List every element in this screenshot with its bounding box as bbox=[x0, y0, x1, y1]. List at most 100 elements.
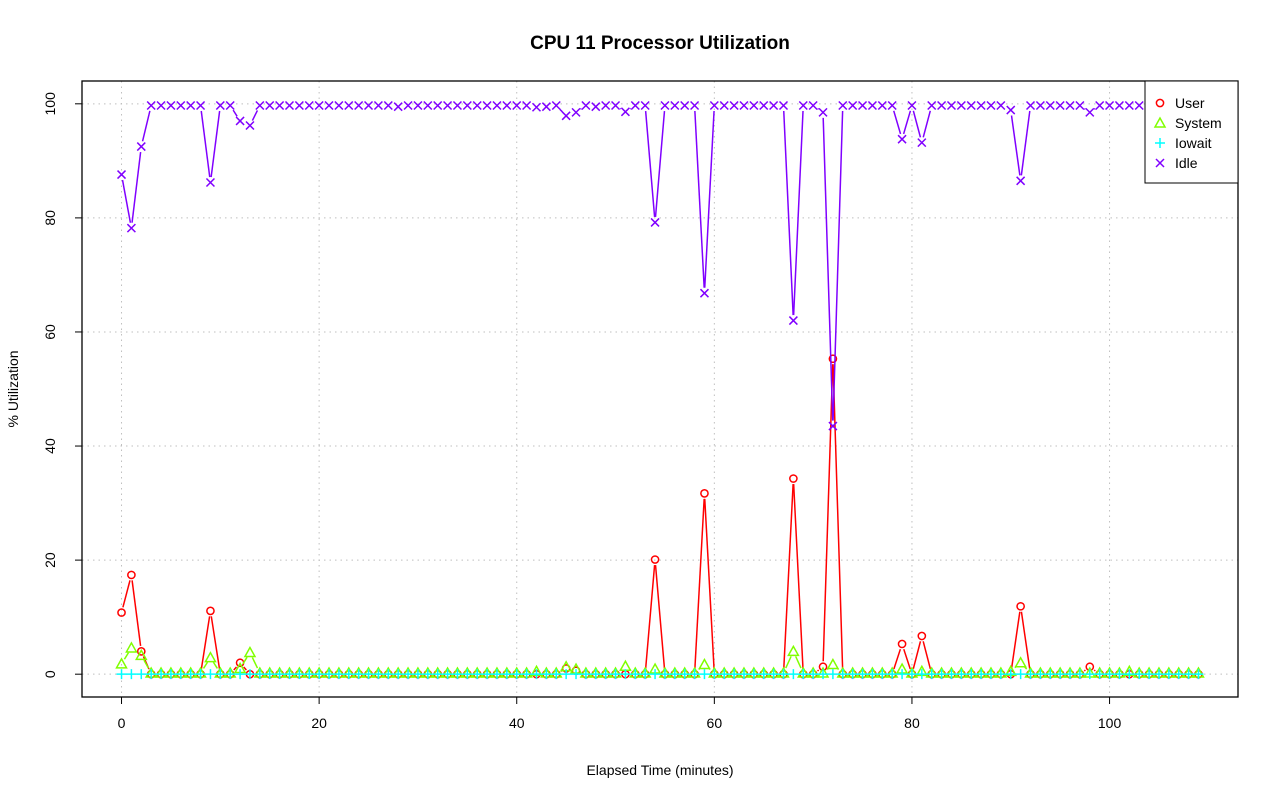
series-segment bbox=[785, 656, 792, 669]
series-layer bbox=[115, 100, 1205, 680]
data-point bbox=[897, 134, 907, 144]
data-point bbox=[630, 669, 641, 680]
data-point bbox=[472, 100, 482, 111]
series-segment bbox=[903, 648, 911, 670]
data-point bbox=[976, 100, 986, 111]
data-point bbox=[590, 669, 601, 680]
data-point bbox=[689, 669, 700, 680]
data-point bbox=[798, 669, 809, 680]
data-point bbox=[690, 100, 700, 111]
data-point bbox=[561, 669, 572, 680]
series-segment bbox=[200, 616, 211, 669]
data-point bbox=[186, 100, 196, 111]
grid-lines bbox=[82, 81, 1238, 697]
data-point bbox=[985, 669, 996, 680]
data-point bbox=[1124, 100, 1134, 111]
data-point bbox=[324, 100, 334, 111]
series-segment bbox=[792, 484, 804, 669]
data-point bbox=[838, 100, 848, 111]
data-point bbox=[512, 100, 522, 111]
data-point bbox=[1016, 176, 1026, 186]
data-point bbox=[215, 100, 225, 111]
data-point bbox=[245, 120, 255, 131]
y-tick-label: 0 bbox=[42, 670, 58, 678]
series-segment bbox=[202, 661, 209, 669]
data-point bbox=[363, 100, 374, 111]
data-point bbox=[650, 217, 660, 227]
data-point bbox=[1155, 158, 1165, 168]
data-point bbox=[531, 102, 542, 112]
x-tick-label: 40 bbox=[509, 715, 525, 731]
series-segment bbox=[902, 110, 912, 135]
data-point bbox=[1035, 669, 1046, 680]
series-segment bbox=[922, 110, 932, 138]
data-point bbox=[917, 631, 927, 641]
data-point bbox=[116, 170, 127, 180]
series-segment bbox=[1093, 108, 1096, 110]
data-point bbox=[837, 669, 848, 680]
data-point bbox=[729, 100, 739, 111]
data-point bbox=[1173, 669, 1184, 680]
series-segment bbox=[251, 657, 259, 669]
plot-frame bbox=[81, 80, 1239, 698]
data-point bbox=[719, 669, 730, 680]
series-segment bbox=[210, 616, 221, 669]
data-point bbox=[887, 669, 898, 680]
data-point bbox=[561, 111, 571, 121]
data-point bbox=[156, 669, 167, 680]
series-segment bbox=[1010, 115, 1021, 176]
y-tick-label: 100 bbox=[42, 92, 58, 116]
data-point bbox=[205, 669, 216, 680]
series-segment bbox=[822, 364, 834, 662]
series-segment bbox=[912, 110, 922, 138]
data-point bbox=[956, 100, 966, 111]
data-point bbox=[966, 669, 977, 680]
series-segment bbox=[893, 648, 902, 670]
data-point bbox=[413, 100, 423, 111]
data-point bbox=[758, 669, 769, 680]
data-point bbox=[917, 138, 927, 148]
data-point bbox=[432, 669, 443, 680]
data-point bbox=[215, 669, 226, 680]
data-point bbox=[1025, 100, 1036, 111]
data-point bbox=[333, 669, 344, 680]
data-point bbox=[462, 100, 472, 111]
data-point bbox=[966, 100, 976, 111]
series-segment bbox=[893, 110, 902, 135]
series-segment bbox=[131, 151, 142, 223]
data-point bbox=[125, 641, 138, 653]
data-point bbox=[847, 669, 858, 680]
data-point bbox=[492, 100, 502, 111]
data-point bbox=[452, 669, 463, 680]
data-point bbox=[828, 421, 838, 431]
data-point bbox=[738, 669, 749, 680]
data-point bbox=[897, 639, 907, 649]
data-point bbox=[640, 100, 650, 111]
series-segment bbox=[122, 580, 131, 608]
data-point bbox=[1105, 100, 1115, 111]
data-point bbox=[848, 100, 858, 111]
series-segment bbox=[822, 117, 834, 421]
data-point bbox=[897, 669, 908, 680]
data-point bbox=[611, 100, 621, 111]
data-point bbox=[443, 100, 453, 111]
series-segment bbox=[832, 364, 844, 669]
data-point bbox=[946, 669, 957, 680]
data-point bbox=[976, 669, 987, 680]
data-point bbox=[946, 100, 957, 111]
data-point bbox=[185, 669, 196, 680]
data-point bbox=[541, 669, 552, 680]
y-tick-label: 80 bbox=[42, 210, 58, 226]
data-point bbox=[373, 100, 383, 111]
data-point bbox=[324, 669, 335, 680]
data-point bbox=[354, 100, 364, 111]
series-segment bbox=[794, 656, 802, 669]
data-point bbox=[521, 669, 532, 680]
series-segment bbox=[922, 641, 932, 670]
data-point bbox=[857, 669, 868, 680]
data-point bbox=[146, 669, 157, 680]
x-axis-label: Elapsed Time (minutes) bbox=[586, 762, 733, 778]
data-point bbox=[363, 669, 374, 680]
data-point bbox=[1124, 669, 1135, 680]
data-point bbox=[699, 288, 709, 298]
